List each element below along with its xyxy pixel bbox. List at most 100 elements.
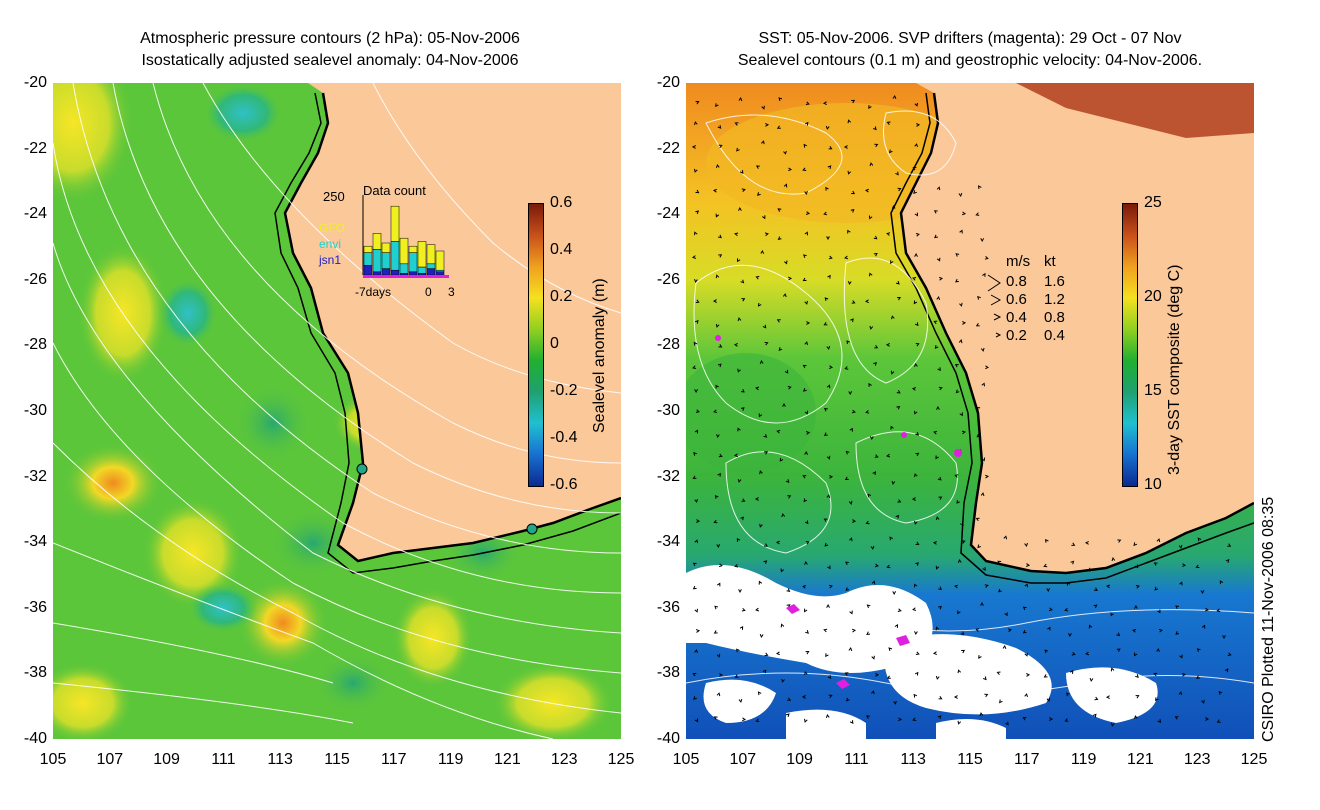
colorbar-tick-label: 20 [1144, 288, 1162, 305]
velocity-arrow [1154, 697, 1159, 702]
velocity-arrow [956, 500, 961, 504]
velocity-arrow [695, 210, 700, 215]
velocity-arrow [1116, 632, 1121, 637]
velocity-arrow [804, 121, 809, 126]
velocity-arrow [740, 516, 744, 521]
velocity-arrow [829, 365, 834, 370]
velocity-arrow [775, 540, 780, 545]
velocity-arrow [775, 651, 780, 656]
velocity-arrow [914, 473, 918, 478]
velocity-arrow [1157, 609, 1161, 614]
velocity-arrow [1225, 559, 1230, 563]
velocity-arrow [755, 276, 760, 280]
data-count-title: Data count [363, 183, 426, 198]
colorbar-tick-label: -0.2 [550, 382, 578, 399]
velocity-arrow [713, 519, 718, 524]
velocity-arrow [936, 257, 941, 262]
data-count-x-zero: 0 [425, 285, 432, 299]
velocity-arrow [938, 586, 943, 591]
velocity-arrow [824, 297, 829, 302]
sealevel-colorbar [528, 203, 544, 487]
velocity-arrow [741, 298, 746, 302]
velocity-arrow [694, 539, 698, 544]
velocity-arrow [955, 253, 960, 257]
y-tick-label: -22 [23, 139, 47, 157]
velocity-arrow [957, 610, 961, 615]
velocity-arrow [844, 672, 849, 676]
velocity-arrow [780, 568, 785, 573]
velocity-arrow [826, 384, 831, 389]
velocity-arrow [783, 183, 788, 188]
velocity-arrow [851, 628, 857, 633]
velocity-arrow [694, 498, 698, 503]
arrow-icon [993, 313, 1002, 321]
velocity-arrow [961, 211, 967, 216]
velocity-arrow [1024, 652, 1028, 657]
velocity-arrow [805, 541, 810, 545]
velocity-legend: m/s kt 0.8 1.6 0.6 1.2 0.4 0.8 0.2 0.4 [986, 253, 1106, 353]
velocity-arrow [694, 608, 698, 613]
velocity-arrow [741, 388, 745, 393]
y-tick-label: -24 [23, 205, 47, 223]
velocity-arrow [804, 191, 808, 196]
y-tick-label: -36 [23, 598, 47, 616]
velocity-arrow [1044, 649, 1049, 654]
velocity-arrow [962, 321, 967, 325]
velocity-arrow [869, 436, 874, 441]
velocity-arrow [1005, 721, 1009, 726]
velocity-arrow [1135, 585, 1140, 589]
velocity-arrow [851, 99, 856, 104]
velocity-arrow [784, 369, 789, 374]
velocity-arrow [763, 560, 768, 564]
y-tick-label: -40 [23, 730, 47, 747]
velocity-arrow [976, 406, 981, 411]
velocity-arrow [823, 628, 828, 633]
velocity-arrow [954, 474, 959, 478]
velocity-arrow [754, 497, 759, 501]
velocity-arrow [958, 192, 963, 198]
velocity-arrow [868, 382, 872, 387]
velocity-arrow [1088, 624, 1093, 629]
velocity-arrow [897, 187, 902, 192]
velocity-arrow [801, 695, 806, 699]
velocity-arrow [934, 345, 939, 349]
velocity-arrow [740, 279, 745, 284]
colorbar-tick-label: -0.6 [550, 476, 578, 493]
velocity-arrow [1227, 652, 1232, 657]
velocity-arrow [776, 125, 781, 129]
velocity-arrow [718, 254, 723, 258]
y-tick-label: -38 [23, 664, 47, 682]
velocity-arrow [780, 623, 785, 628]
velocity-arrow [1157, 719, 1162, 724]
velocity-arrow [1007, 628, 1012, 633]
velocity-arrow [978, 185, 982, 190]
velocity-arrow [765, 122, 770, 127]
sealevel-contours [686, 110, 1254, 694]
velocity-legend-row-kt: 1.6 [1044, 273, 1065, 290]
geostrophic-velocity-arrows [691, 94, 1232, 727]
velocity-arrow [936, 295, 941, 300]
velocity-arrow [885, 342, 890, 347]
velocity-arrow [764, 451, 769, 455]
velocity-arrow [936, 186, 941, 191]
velocity-arrow [873, 361, 877, 366]
colorbar-tick-label: 15 [1144, 382, 1162, 399]
velocity-arrow [1153, 672, 1158, 677]
velocity-arrow [738, 698, 743, 703]
velocity-arrow [893, 700, 897, 705]
velocity-arrow [1024, 542, 1028, 548]
velocity-arrow [692, 365, 697, 369]
data-count-bar-gfo [381, 242, 391, 253]
velocity-arrow [755, 165, 760, 169]
velocity-arrow [733, 342, 738, 347]
velocity-arrow [933, 430, 938, 435]
australia-landmass [901, 83, 1254, 573]
velocity-arrow [781, 678, 785, 683]
velocity-arrow [895, 514, 900, 519]
velocity-arrow [1026, 563, 1031, 567]
velocity-arrow [823, 211, 828, 216]
velocity-arrow [998, 588, 1002, 593]
velocity-arrow [1110, 612, 1114, 617]
velocity-arrow [851, 300, 856, 304]
velocity-arrow [938, 386, 943, 391]
